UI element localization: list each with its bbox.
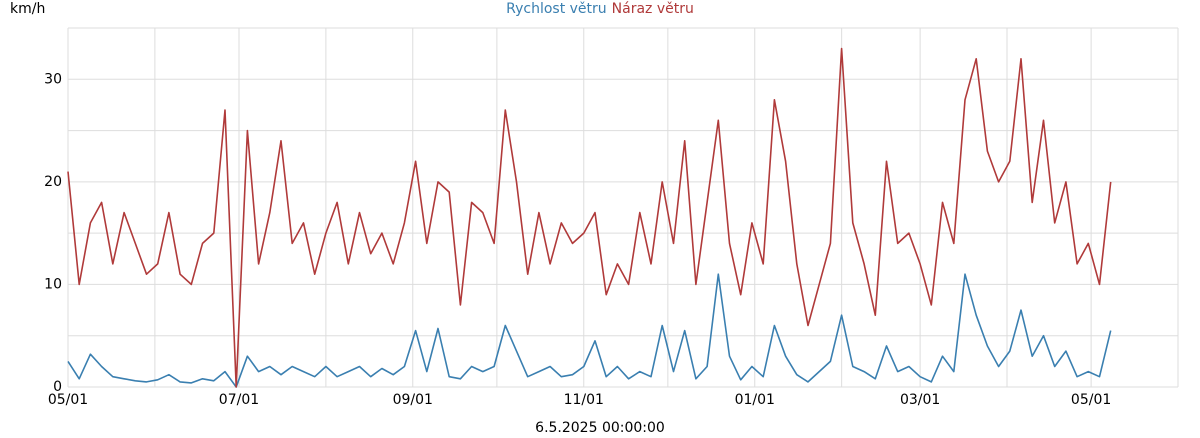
x-tick-label: 09/01 xyxy=(393,392,433,408)
y-tick-label: 0 xyxy=(53,379,62,395)
x-tick-label: 01/01 xyxy=(735,392,775,408)
x-tick-label: 03/01 xyxy=(900,392,940,408)
x-axis-label: 6.5.2025 00:00:00 xyxy=(535,420,665,436)
x-tick-label: 05/01 xyxy=(48,392,88,408)
x-tick-label: 07/01 xyxy=(219,392,259,408)
legend-entry: Náraz větru xyxy=(612,1,694,17)
y-axis-label: km/h xyxy=(10,1,45,17)
line-series xyxy=(67,273,1112,388)
legend-entry: Rychlost větru xyxy=(506,1,607,17)
y-tick-label: 20 xyxy=(44,174,62,190)
line-series xyxy=(67,47,1112,388)
x-tick-label: 11/01 xyxy=(564,392,604,408)
y-tick-label: 30 xyxy=(44,71,62,87)
x-tick-label: 05/01 xyxy=(1071,392,1111,408)
y-tick-label: 10 xyxy=(44,276,62,292)
